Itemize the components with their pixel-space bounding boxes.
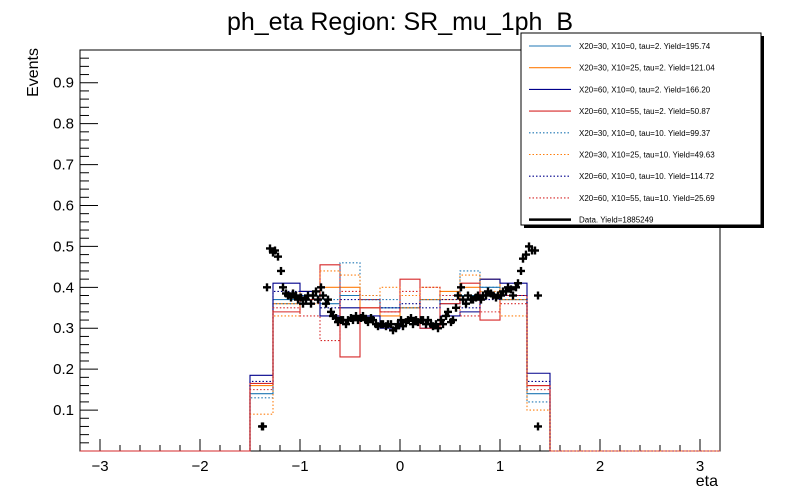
chart-title: ph_eta Region: SR_mu_1ph_B xyxy=(227,8,573,36)
legend-label: X20=30, X10=0, tau=10. Yield=99.37 xyxy=(579,129,711,138)
data-point xyxy=(271,246,279,255)
data-point xyxy=(319,291,327,300)
data-points xyxy=(258,242,542,431)
data-point xyxy=(449,316,457,325)
data-point xyxy=(394,320,402,329)
data-point xyxy=(409,320,417,329)
data-point xyxy=(332,314,340,323)
data-point xyxy=(457,283,465,292)
legend: X20=30, X10=0, tau=2. Yield=195.74 X20=30… xyxy=(520,32,764,228)
series-line xyxy=(80,286,720,452)
legend-box xyxy=(520,32,762,226)
data-point xyxy=(387,320,395,329)
data-point xyxy=(439,320,447,329)
data-point xyxy=(517,266,525,275)
legend-label: X20=30, X10=0, tau=2. Yield=195.74 xyxy=(579,42,711,51)
y-tick-label: 0.9 xyxy=(53,75,74,92)
data-point xyxy=(424,316,432,325)
data-point xyxy=(317,283,325,292)
x-axis-label: eta xyxy=(696,473,718,490)
data-point xyxy=(507,285,515,294)
data-point xyxy=(452,303,460,312)
y-tick-label: 0.4 xyxy=(53,279,74,296)
legend-label: Data. Yield=1885249 xyxy=(579,216,654,225)
data-point xyxy=(352,311,360,320)
y-tick-label: 0.5 xyxy=(53,238,74,255)
x-tick-label: 0 xyxy=(396,458,404,475)
data-point xyxy=(279,283,287,292)
legend-label: X20=30, X10=25, tau=10. Yield=49.63 xyxy=(579,151,715,160)
data-point xyxy=(292,291,300,300)
data-point xyxy=(407,314,415,323)
data-point xyxy=(277,266,285,275)
data-point xyxy=(364,318,372,327)
x-tick-label: 2 xyxy=(596,458,604,475)
data-point xyxy=(525,242,533,251)
data-point xyxy=(437,316,445,325)
data-point xyxy=(482,291,490,300)
data-point xyxy=(342,320,350,329)
data-point xyxy=(464,291,472,300)
x-tick-label: −1 xyxy=(291,458,308,475)
data-point xyxy=(297,293,305,302)
x-tick-label: 1 xyxy=(496,458,504,475)
data-point xyxy=(531,246,539,255)
data-point xyxy=(302,295,310,304)
data-point xyxy=(454,291,462,300)
data-point xyxy=(287,293,295,302)
data-point xyxy=(534,422,542,431)
legend-label: X20=30, X10=25, tau=2. Yield=121.04 xyxy=(579,64,715,73)
data-point xyxy=(314,295,322,304)
data-point xyxy=(266,244,274,253)
data-point xyxy=(502,287,510,296)
data-point xyxy=(397,316,405,325)
data-point xyxy=(309,291,317,300)
data-point xyxy=(497,291,505,300)
data-point xyxy=(514,279,522,288)
x-tick-label: −2 xyxy=(191,458,208,475)
data-point xyxy=(519,254,527,263)
y-tick-label: 0.2 xyxy=(53,361,74,378)
data-point xyxy=(534,291,542,300)
data-point xyxy=(258,422,266,431)
y-tick-label: 0.6 xyxy=(53,197,74,214)
data-point xyxy=(432,320,440,329)
data-point xyxy=(312,287,320,296)
data-point xyxy=(327,307,335,316)
data-point xyxy=(462,299,470,308)
y-tick-label: 0.3 xyxy=(53,320,74,337)
data-point xyxy=(512,283,520,292)
data-point xyxy=(359,311,367,320)
data-point xyxy=(322,299,330,308)
data-point xyxy=(522,250,530,259)
data-point xyxy=(509,291,517,300)
y-tick-label: 0.8 xyxy=(53,116,74,133)
data-point xyxy=(392,324,400,333)
data-point xyxy=(307,299,315,308)
y-tick-label: 0.1 xyxy=(53,402,74,419)
legend-label: X20=60, X10=55, tau=2. Yield=50.87 xyxy=(579,107,711,116)
y-axis-label: Events xyxy=(25,48,42,97)
series-group xyxy=(80,262,720,452)
y-tick-label: 0.7 xyxy=(53,157,74,174)
x-tick-label: −3 xyxy=(91,458,108,475)
legend-label: X20=60, X10=0, tau=2. Yield=166.20 xyxy=(579,85,711,94)
legend-label: X20=60, X10=0, tau=10. Yield=114.72 xyxy=(579,172,715,181)
data-point xyxy=(299,299,307,308)
data-point xyxy=(324,295,332,304)
data-point xyxy=(399,322,407,331)
data-point xyxy=(369,316,377,325)
data-point xyxy=(434,324,442,333)
data-point xyxy=(263,283,271,292)
data-point xyxy=(274,252,282,261)
data-point xyxy=(444,307,452,316)
data-point xyxy=(459,295,467,304)
legend-label: X20=60, X10=55, tau=10. Yield=25.69 xyxy=(579,194,715,203)
axes: −3 −2 −1 0 1 2 3 0.1 0.2 0.3 0.4 0.5 0.6 0.7 0.8 0.9 xyxy=(53,57,721,475)
x-tick-label: 3 xyxy=(696,458,704,475)
data-point xyxy=(442,311,450,320)
data-point xyxy=(477,295,485,304)
